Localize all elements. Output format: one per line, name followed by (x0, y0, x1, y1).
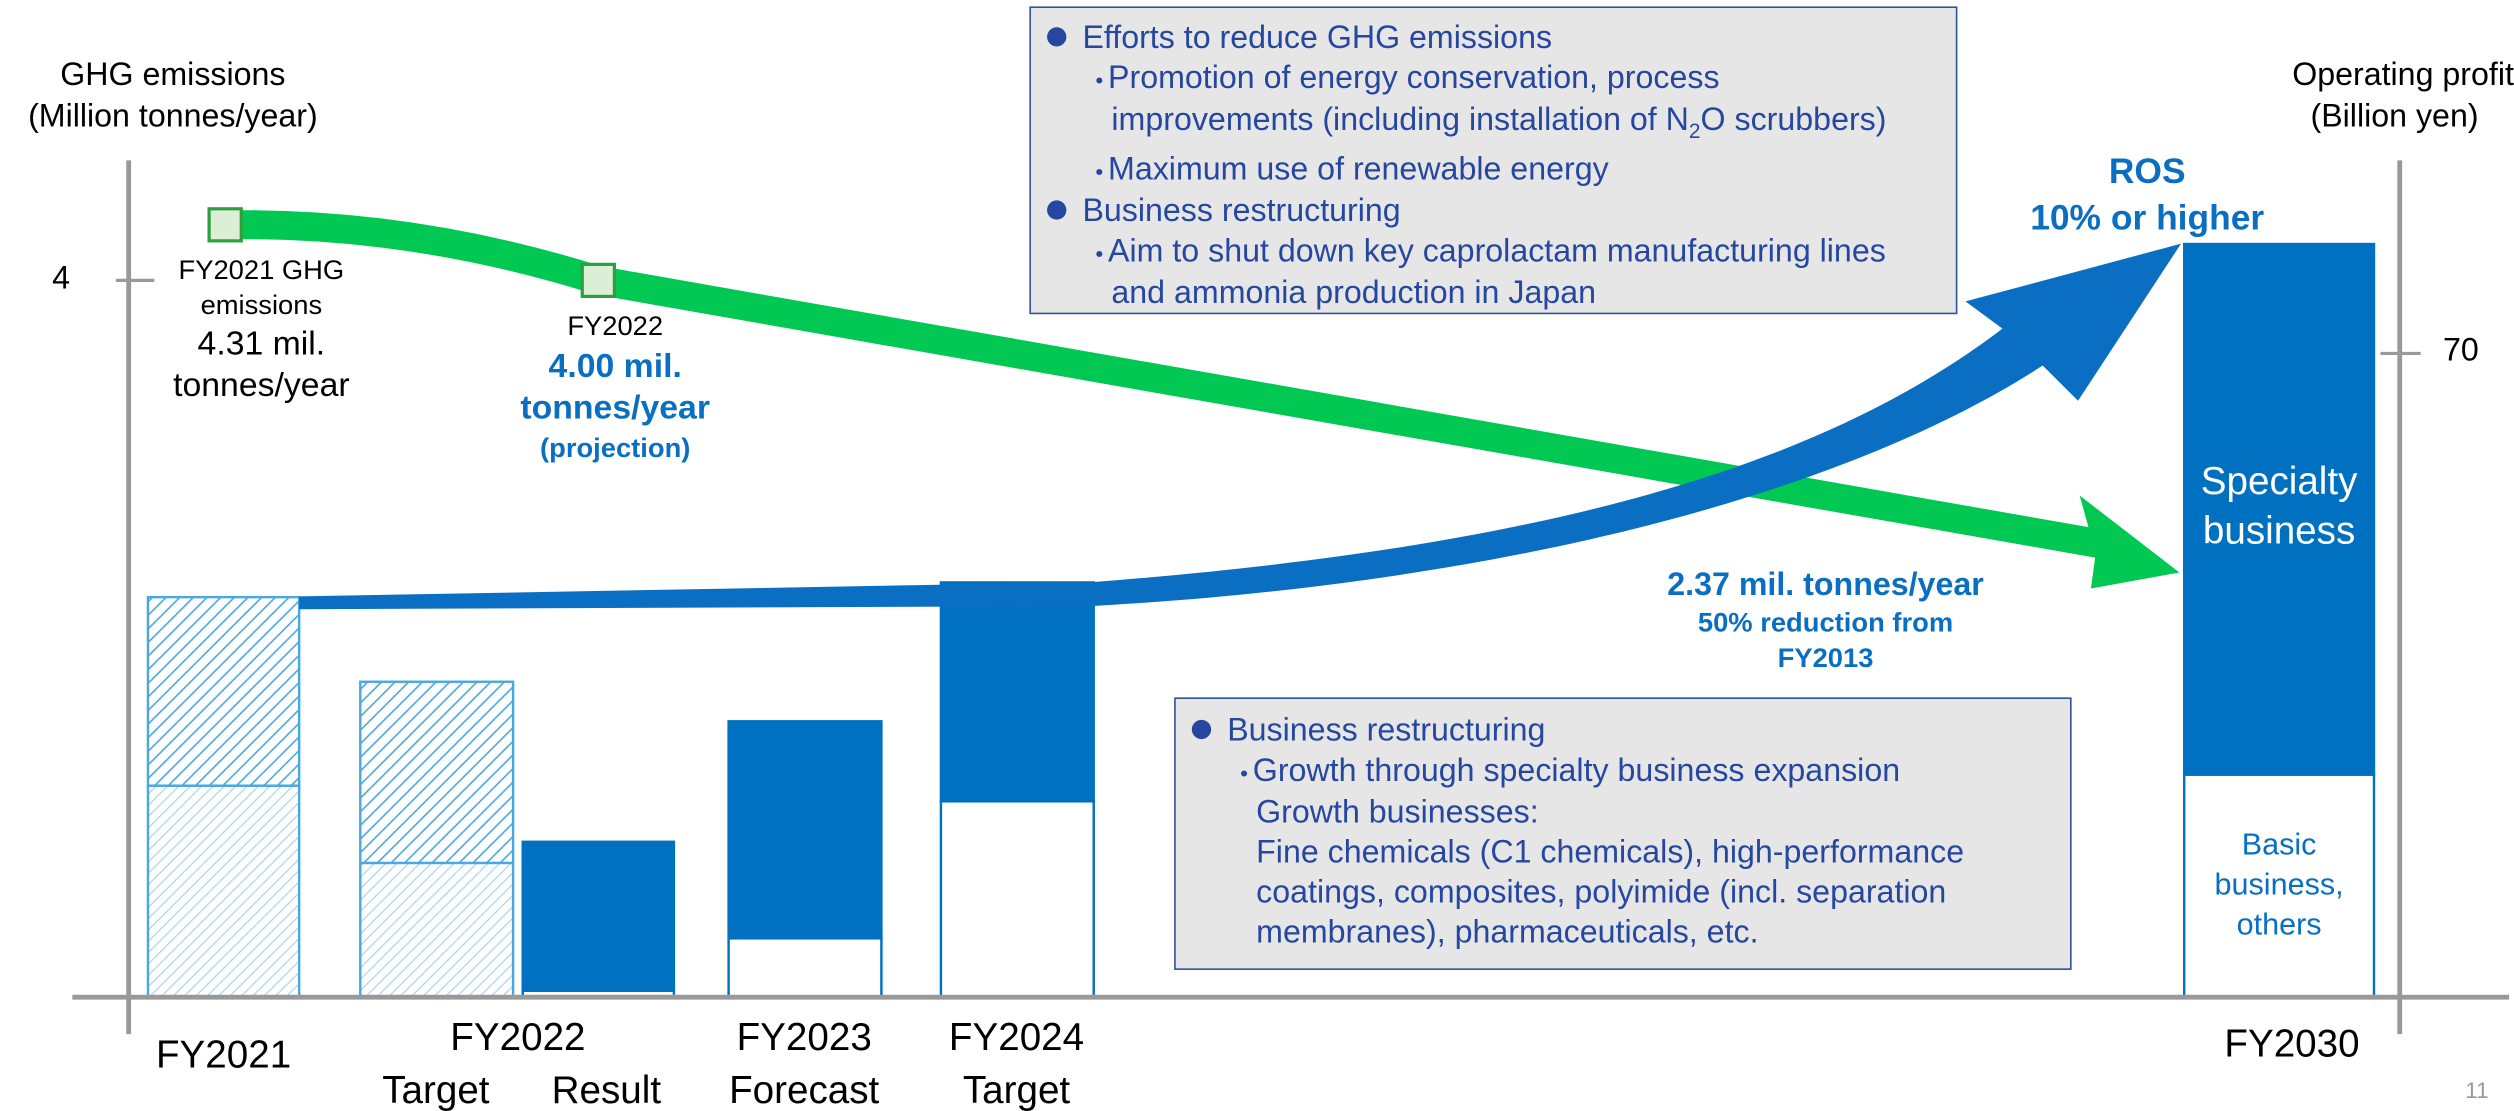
y-tick-label: 4 (52, 261, 71, 297)
bar-segment (521, 840, 676, 992)
bar-segment (939, 800, 1095, 999)
sub-point: • Aim to shut down key caprolactam manufa… (1047, 232, 1940, 274)
bullet-dot (1191, 719, 1212, 740)
fy2030-note: 2.37 mil. tonnes/year 50% reduction from … (1592, 564, 2058, 676)
fy2022-note: FY2022 4.00 mil. tonnes/year (projection) (491, 308, 740, 468)
x-tick-label: FY2024 (948, 1016, 1085, 1060)
sub-dot: • (1095, 240, 1104, 267)
bar-segment (359, 861, 515, 999)
value-label: 4.31 mil. tonnes/year (173, 325, 350, 405)
bar-segment (727, 720, 883, 940)
heading: Business restructuring (1227, 713, 1546, 749)
bar-segment (146, 595, 301, 787)
note: 50% reduction from FY2013 (1697, 607, 1954, 674)
text-part: 2 (1688, 118, 1701, 143)
heading: Efforts to reduce GHG emissions (1082, 20, 1553, 57)
page-number: 11 (2465, 1077, 2489, 1104)
note: FY2021 GHG emissions (178, 254, 345, 321)
x-sublabel: Target (382, 1069, 490, 1111)
bullet-heading: Business restructuring (1047, 192, 1940, 232)
x-sublabel: Result (551, 1069, 662, 1111)
sub-point: improvements (including installation of … (1047, 101, 1940, 151)
ros: 10% or higher (2030, 197, 2265, 238)
bar-segment (939, 581, 1095, 803)
text-part: improvements (including installation of … (1111, 102, 1689, 138)
x-tick-label: FY2022 (450, 1016, 586, 1060)
fy2021-note: FY2021 GHG emissions 4.31 mil. tonnes/yea… (145, 253, 378, 407)
emissions-marker (580, 262, 617, 299)
bar-segment (146, 784, 301, 999)
text-line: Growth businesses: (1256, 795, 1539, 831)
y2-axis-title: Operating profit (Billion yen) (2220, 55, 2514, 138)
bar-segment (727, 937, 883, 999)
ros: ROS (2108, 150, 2186, 191)
text: Maximum use of renewable energy (1108, 152, 1609, 188)
bullet-dot (1047, 27, 1067, 47)
value-label: 2.37 mil. tonnes/year (1667, 567, 1984, 603)
emissions-arrowhead (2079, 495, 2180, 589)
bar-segment (2183, 242, 2376, 776)
text-line: Fine chemicals (C1 chemicals), high-perf… (1256, 835, 1965, 951)
bar-segment (359, 680, 515, 865)
note: (projection) (540, 432, 691, 464)
restructuring-box: Business restructuring • Growth through sp… (1174, 697, 2072, 970)
measures-box: Efforts to reduce GHG emissions • Promotio… (1029, 6, 1958, 315)
sub-point: • Growth through specialty business expan… (1192, 752, 2054, 794)
y2-title-line: Operating profit (2292, 57, 2514, 93)
y2-tick-label: 70 (2442, 334, 2479, 370)
ros-note: ROS 10% or higher (1994, 147, 2300, 240)
y-title-line: (Million tonnes/year) (28, 99, 318, 135)
text-part: O scrubbers) (1700, 102, 1887, 138)
emissions-marker (207, 207, 243, 243)
legend-label: Specialty business (2200, 460, 2358, 554)
x-tick-label: FY2023 (736, 1016, 872, 1060)
x-sublabel: Forecast (729, 1069, 880, 1111)
sub-point: and ammonia production in Japan (1047, 274, 1940, 314)
x-tick-label: FY2021 (155, 1034, 292, 1078)
text: and ammonia production in Japan (1111, 275, 1597, 312)
bullet-heading: Business restructuring (1191, 712, 2054, 752)
note: FY2022 (567, 311, 664, 342)
text: Aim to shut down key caprolactam manufac… (1108, 234, 1886, 270)
emissions-line (224, 210, 2102, 558)
sub-dot: • (1240, 759, 1248, 786)
sub-dot: • (1095, 158, 1104, 185)
text: Promotion of energy conservation, proces… (1108, 60, 1720, 97)
y-axis-title: GHG emissions (Million tonnes/year) (0, 55, 346, 138)
bullet-dot (1047, 200, 1067, 220)
text: Growth through specialty business expans… (1252, 753, 1901, 789)
x-sublabel: Target (962, 1069, 1071, 1111)
x-tick-label: FY2030 (2224, 1022, 2360, 1067)
legend-label: Basic business, others (2214, 828, 2344, 943)
sub-point: • Promotion of energy conservation, proce… (1047, 59, 1940, 101)
heading: Business restructuring (1082, 193, 1401, 230)
sub-dot: • (1095, 67, 1104, 93)
sub-point: • Maximum use of renewable energy (1047, 151, 1940, 193)
y-title-line: GHG emissions (60, 57, 286, 93)
bullet-heading: Efforts to reduce GHG emissions (1047, 19, 1940, 59)
value-label: 4.00 mil. tonnes/year (520, 347, 711, 427)
y2-title-line: (Billion yen) (2310, 99, 2479, 135)
